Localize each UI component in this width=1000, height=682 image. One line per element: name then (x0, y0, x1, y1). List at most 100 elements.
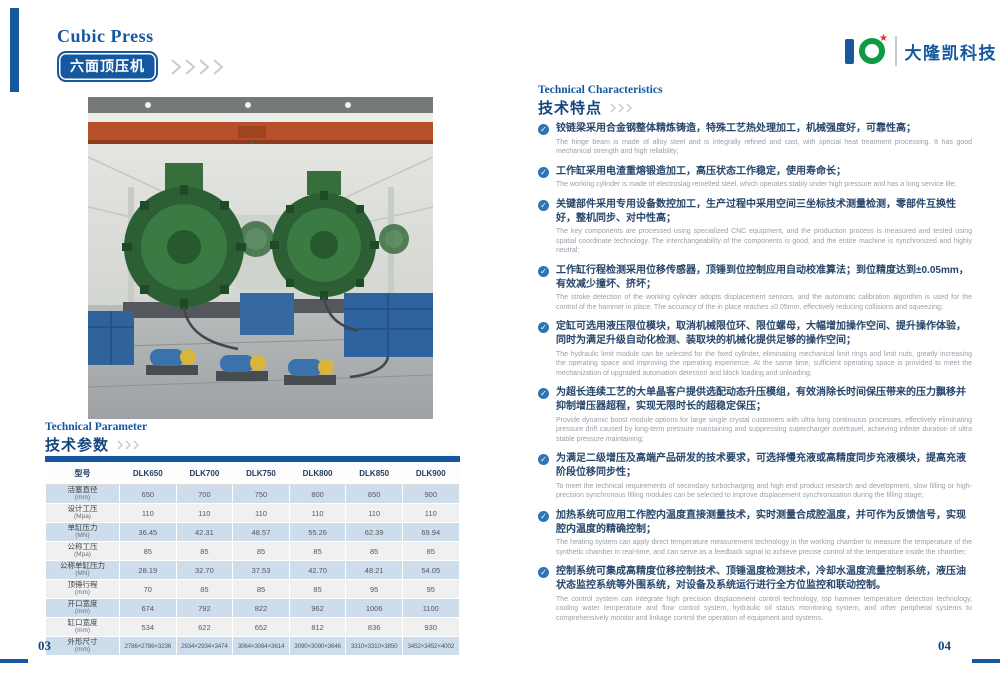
spec-value-cell: 69.94 (401, 522, 460, 542)
spec-value-cell: 54.05 (401, 560, 460, 580)
feature-text-en: To meet the technical requirements of se… (556, 482, 972, 500)
spec-value-cell: 42.31 (175, 522, 234, 542)
spec-value-cell: 2934×2934×3474 (175, 636, 234, 656)
feature-text-en: The working cylinder is made of electros… (556, 181, 957, 188)
feature-text-zh: 定缸可选用液压限位模块，取消机械限位环、限位螺母，大幅增加操作空间、提升操作体验… (556, 321, 966, 346)
spec-value-cell: 3090×3090×3646 (288, 636, 347, 656)
spec-value-cell: 36.45 (119, 522, 177, 542)
feature-text-zh: 为超长连续工艺的大单晶客户提供选配动态升压模组，有效消除长时间保压带来的压力飘移… (556, 387, 966, 412)
bottom-right-accent-bar (972, 659, 1000, 663)
characteristics-title-zh: 技术特点 (538, 100, 603, 117)
spec-col-header: DLK850 (345, 458, 403, 485)
feature-item: ✓ 为超长连续工艺的大单晶客户提供选配动态升压模组，有效消除长时间保压带来的压力飘… (538, 386, 972, 444)
spec-col-header: DLK800 (288, 458, 347, 485)
parameter-title-zh: 技术参数 (45, 437, 110, 454)
spec-row: 外形尺寸 (mm) 2786×2786×3236 2934×2934×3474 3064… (45, 636, 460, 656)
feature-item: ✓ 工作缸采用电渣重熔锻造加工，高压状态工作稳定，使用寿命长； The workin… (538, 165, 972, 190)
feature-item: ✓ 工作缸行程检测采用位移传感器，顶锤到位控制应用自动校准算法；到位精度达到±0.… (538, 264, 972, 313)
spec-value-cell: 1006 (345, 598, 403, 618)
product-title-en: Cubic Press (57, 26, 154, 46)
spec-row: 单缸压力 (MN) 36.45 42.31 48.57 55.26 62.39 69.94 (45, 522, 460, 542)
spec-value-cell: 534 (119, 617, 177, 637)
feature-text-zh: 工作缸行程检测采用位移传感器，顶锤到位控制应用自动校准算法；到位精度达到±0.0… (556, 264, 969, 290)
spec-value-cell: 85 (288, 579, 347, 599)
feature-text-en: The control system can integrate high pr… (556, 595, 972, 622)
spec-table: 型号 DLK650 DLK700 DLK750 DLK800 DLK850 DLK900 活… (45, 456, 460, 656)
feature-text-zh: 为满足二级增压及高端产品研发的技术要求，可选择慢充液或高精度同步充液模块，提高充… (556, 453, 966, 478)
spec-value-cell: 900 (401, 484, 460, 504)
spec-row-label: 活塞直径 (mm) (45, 484, 120, 504)
chevron-right-icon (117, 439, 140, 450)
chevron-right-icon (171, 58, 224, 75)
spec-value-cell: 110 (401, 503, 460, 523)
check-circle-icon: ✓ (538, 322, 549, 333)
bottom-left-accent-bar (0, 659, 28, 663)
spec-value-cell: 85 (232, 541, 290, 561)
feature-text-zh: 加热系统可应用工作腔内温度直接测量技术，实时测量合成腔温度，并可作为反馈信号，实… (556, 509, 966, 535)
spec-value-cell: 3310×3310×3850 (345, 636, 403, 656)
spec-value-cell: 48.21 (345, 560, 403, 580)
check-circle-icon: ✓ (538, 124, 549, 135)
spec-value-cell: 622 (175, 617, 234, 637)
logo-star-icon: ★ (879, 33, 888, 44)
feature-item: ✓ 关键部件采用专用设备数控加工，生产过程中采用空间三坐标技术测量检测，零部件互换… (538, 198, 972, 256)
check-circle-icon: ✓ (538, 265, 549, 277)
left-accent-bar (10, 8, 19, 92)
feature-text-zh: 关键部件采用专用设备数控加工，生产过程中采用空间三坐标技术测量检测，零部件互换性… (556, 198, 956, 224)
feature-text-zh: 铰链梁采用合金钢整体精炼铸造，特殊工艺热处理加工，机械强度好，可靠性高； (556, 123, 916, 134)
spec-col-model: 型号 (45, 458, 120, 485)
spec-value-cell: 650 (119, 484, 177, 504)
spec-value-cell: 850 (345, 484, 403, 504)
check-circle-icon: ✓ (538, 454, 549, 465)
page-number-right: 04 (938, 638, 951, 653)
spec-value-cell: 95 (401, 579, 460, 599)
feature-text-en: The heating system can apply direct temp… (556, 539, 972, 556)
spec-value-cell: 1100 (401, 598, 460, 618)
spec-value-cell: 85 (232, 579, 290, 599)
spec-value-cell: 2786×2786×3236 (119, 636, 177, 656)
feature-item: ✓ 为满足二级增压及高端产品研发的技术要求，可选择慢充液或高精度同步充液模块，提高… (538, 452, 972, 501)
spec-value-cell: 32.70 (175, 560, 234, 580)
feature-text-zh: 控制系统可集成高精度位移控制技术、顶锤温度检测技术，冷却水温度流量控制系统，液压… (556, 566, 966, 591)
spec-row: 缸口宽度 (mm) 534 622 652 812 836 930 (45, 617, 460, 637)
logo-ring-icon: ★ (859, 34, 888, 64)
feature-item: ✓ 加热系统可应用工作腔内温度直接测量技术，实时测量合成腔温度，并可作为反馈信号，… (538, 509, 972, 558)
spec-value-cell: 110 (232, 503, 290, 523)
product-header: Cubic Press 六面顶压机 (57, 26, 234, 82)
spec-row: 顶锤行程 (mm) 70 85 85 85 95 95 (45, 579, 460, 599)
feature-text-en: Provide dynamic boost module options for… (556, 416, 972, 443)
feature-item: ✓ 定缸可选用液压限位模块，取消机械限位环、限位螺母，大幅增加操作空间、提升操作体… (538, 320, 972, 378)
chevron-right-icon (610, 102, 633, 113)
factory-photo-illustration (88, 97, 433, 419)
spec-value-cell: 700 (175, 484, 234, 504)
check-circle-icon: ✓ (538, 166, 549, 178)
product-title-zh-badge: 六面顶压机 (57, 51, 158, 82)
spec-row-label: 顶锤行程 (mm) (45, 579, 120, 599)
feature-item: ✓ 控制系统可集成高精度位移控制技术、顶锤温度检测技术，冷却水温度流量控制系统，液… (538, 565, 972, 623)
spec-col-header: DLK750 (232, 458, 290, 485)
spec-value-cell: 110 (288, 503, 347, 523)
spec-value-cell: 822 (232, 598, 290, 618)
spec-value-cell: 792 (175, 598, 234, 618)
spec-row-label: 单缸压力 (MN) (45, 522, 120, 542)
spec-value-cell: 652 (232, 617, 290, 637)
feature-text-en: The stroke detection of the working cyli… (556, 294, 972, 311)
spec-value-cell: 85 (288, 541, 347, 561)
spec-value-cell: 800 (288, 484, 347, 504)
spec-value-cell: 930 (401, 617, 460, 637)
spec-row-label: 公称单缸压力 (MN) (45, 560, 120, 580)
characteristics-section-heading: Technical Characteristics 技术特点 (538, 84, 662, 118)
spec-row-label: 缸口宽度 (mm) (45, 617, 120, 637)
spec-value-cell: 37.53 (232, 560, 290, 580)
parameter-title-en: Technical Parameter (45, 421, 148, 433)
spec-value-cell: 28.19 (119, 560, 177, 580)
spec-value-cell: 55.26 (288, 522, 347, 542)
spec-row: 开口宽度 (mm) 674 792 822 962 1006 1100 (45, 598, 460, 618)
spec-row: 公称单缸压力 (MN) 28.19 32.70 37.53 42.70 48.21 54.05 (45, 560, 460, 580)
logo-divider (895, 36, 897, 66)
spec-value-cell: 62.39 (345, 522, 403, 542)
spec-value-cell: 95 (345, 579, 403, 599)
spec-col-header: DLK650 (119, 458, 177, 485)
spec-value-cell: 85 (119, 541, 177, 561)
